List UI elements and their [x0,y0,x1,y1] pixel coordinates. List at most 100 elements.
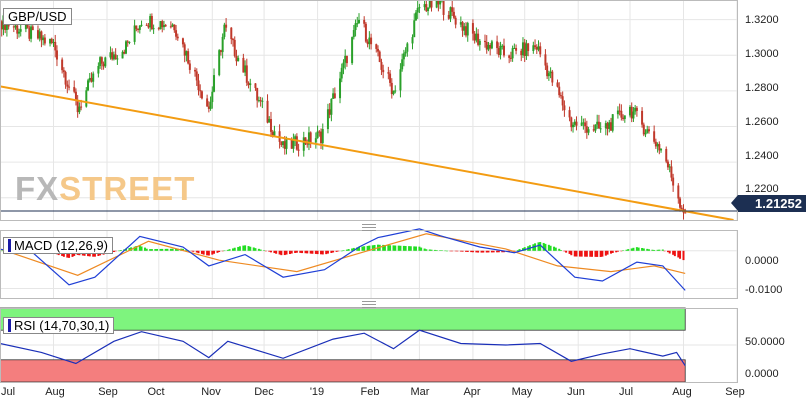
macd-histogram-bar [387,245,390,251]
candle-body [297,149,300,151]
candle-body [465,26,468,36]
macd-histogram-bar [430,249,433,251]
rsi-oversold-zone [0,359,686,383]
macd-histogram-bar [269,250,272,253]
price-tick: 1.2800 [745,82,779,94]
candle-body [49,38,52,44]
candle-body [38,31,41,39]
candle-body [406,43,409,52]
candle-body [78,106,81,113]
candle-body [622,117,625,120]
macd-signal-line [0,233,686,276]
macd-histogram-bar [320,250,323,255]
candle-body [99,57,102,67]
candle-body [582,122,585,124]
x-tick: Jul [0,386,16,398]
candle-body [74,91,77,101]
candle-body [85,90,88,107]
indicator-lines [0,85,737,367]
candle-body [570,117,573,128]
macd-histogram-bar [68,250,71,258]
x-tick: Aug [672,386,692,398]
candle-body [587,129,590,133]
macd-panel-label: MACD (12,26,9) [3,237,113,254]
candle-body [121,51,124,59]
candle-body [585,126,588,133]
macd-histogram-bar [213,250,216,254]
candle-body [61,59,64,71]
candle-body [176,36,179,39]
candle-body [527,43,530,51]
macd-histogram-bar [314,250,317,254]
candle-body [36,30,39,39]
macd-histogram-bar [565,250,568,253]
candle-body [414,12,417,21]
candle-body [580,122,583,126]
candle-body [477,33,480,45]
candle-body [169,26,172,28]
candle-body [535,47,538,50]
rsi-color-marker [8,319,11,332]
macd-histogram-bar [164,248,167,251]
candle-body [558,86,561,96]
macd-histogram-bar [247,246,250,251]
macd-color-marker [8,239,11,252]
candle-body [534,45,537,48]
candle-body [268,118,271,123]
macd-histogram-bar [197,250,200,254]
macd-histogram-bar [285,250,288,255]
candle-body [342,62,345,68]
candle-body [641,110,644,125]
price-tick: 1.3200 [745,14,779,26]
candle-body [171,24,174,27]
candle-body [387,72,390,74]
candle-body [665,148,668,162]
macd-histogram-bar [257,248,260,251]
macd-histogram-bar [454,250,457,252]
candle-body [290,138,293,149]
candle-body [509,57,512,59]
candle-body [606,123,609,129]
candle-body [511,48,514,59]
macd-histogram-bar [358,246,361,251]
candle-body [40,31,43,41]
macd-histogram-bar [181,248,184,251]
candle-body [502,45,505,56]
candle-body [363,19,366,24]
candle-body [157,28,160,30]
x-tick: Aug [45,386,65,398]
macd-histogram-bar [513,250,516,252]
macd-histogram-bar [620,250,623,252]
candle-body [394,90,397,92]
candle-body [425,4,428,12]
macd-histogram-bar [642,248,645,251]
candle-body [402,53,405,60]
macd-resize-handle[interactable] [362,224,376,231]
macd-histogram-bar [275,250,278,254]
candle-body [17,31,20,34]
candle-body [656,144,659,147]
macd-histogram-bar [646,248,649,251]
macd-histogram-bar [413,246,416,251]
macd-histogram-bar [492,250,495,253]
candle-body [666,161,669,168]
candle-body [237,57,240,62]
candle-body [442,0,445,15]
candle-body [358,19,361,24]
macd-histogram-bar [471,250,474,253]
candle-body [660,148,663,151]
candle-body [572,124,575,128]
candle-body [428,0,431,8]
candle-body [546,65,549,77]
macd-histogram-bar [66,250,69,258]
macd-histogram-bar [480,250,483,253]
candle-body [451,7,454,12]
candle-body [473,33,476,41]
candle-body [43,37,46,44]
candle-body [194,69,197,72]
candle-body [242,57,245,73]
rsi-resize-handle[interactable] [362,301,376,308]
candle-body [599,128,602,130]
candle-body [345,55,348,64]
